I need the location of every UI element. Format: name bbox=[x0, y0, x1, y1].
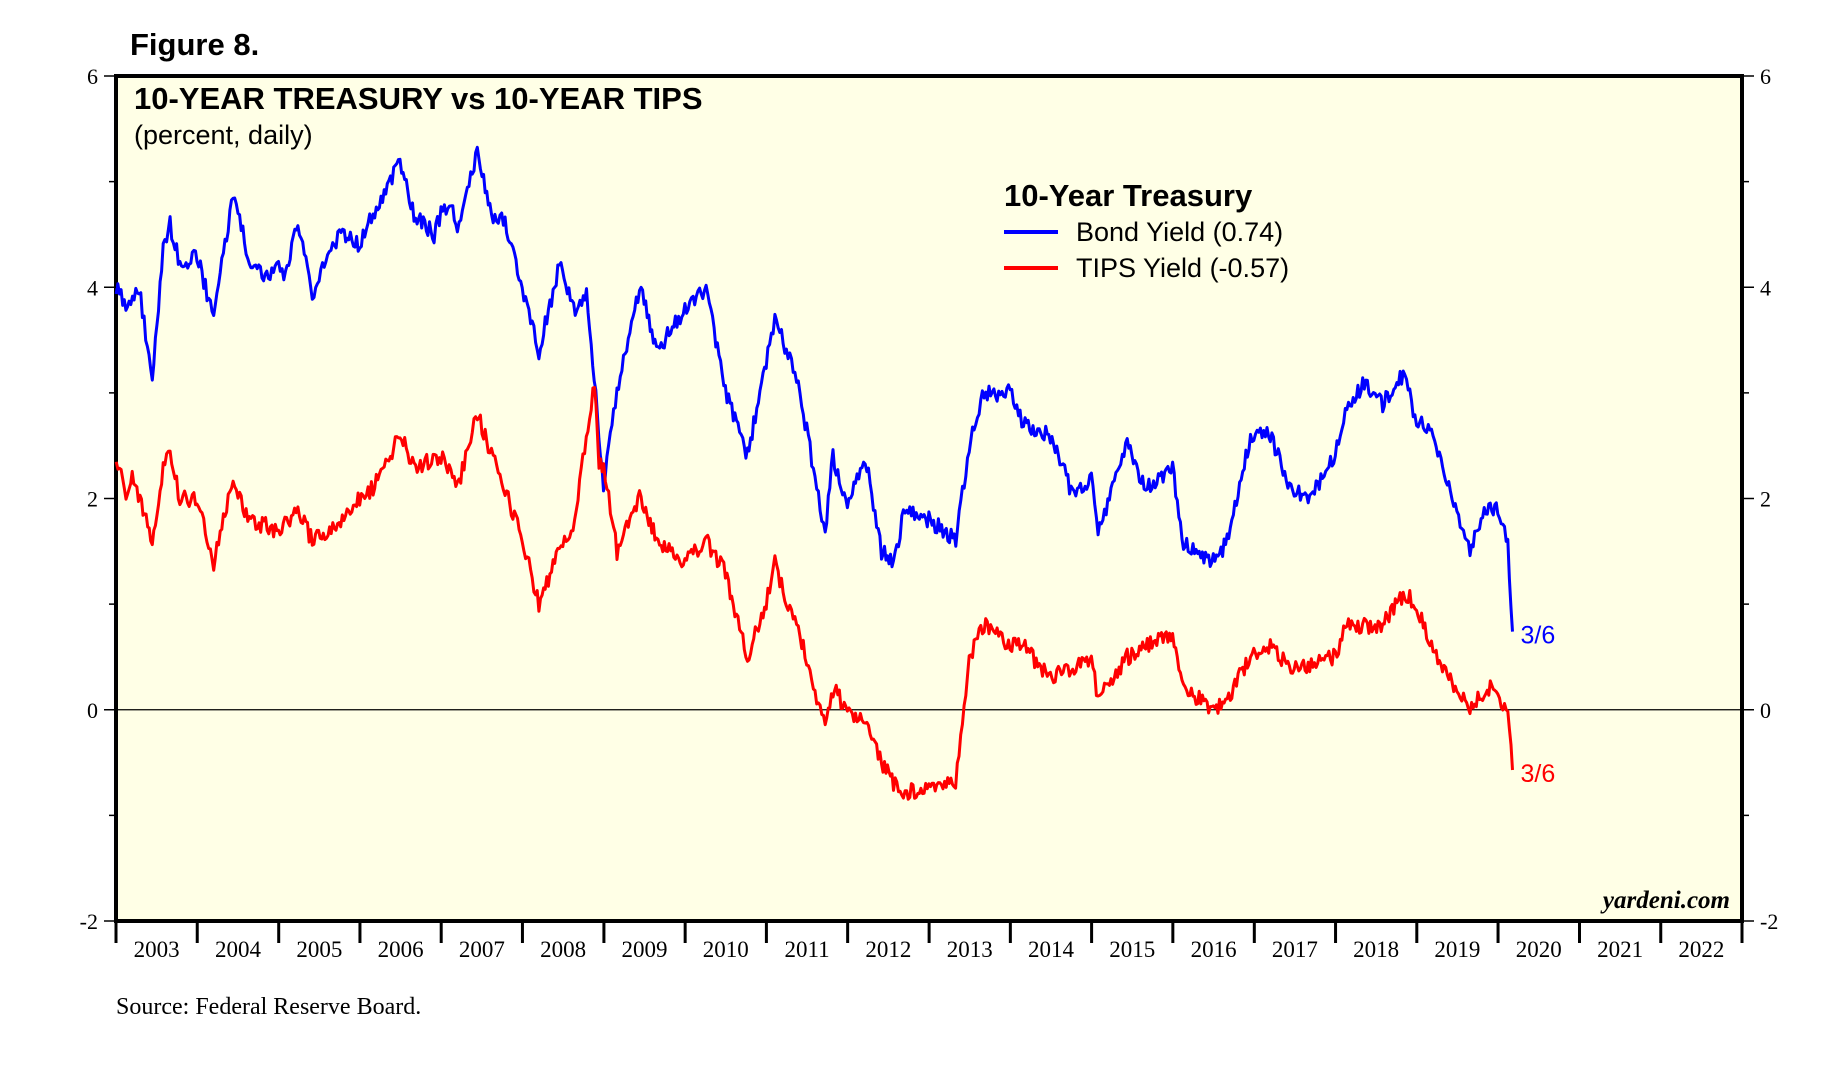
end-label-bond-yield: 3/6 bbox=[1521, 622, 1556, 650]
chart-subtitle: (percent, daily) bbox=[134, 120, 313, 150]
plot-area bbox=[116, 76, 1742, 921]
x-tick-label: 2007 bbox=[459, 937, 505, 962]
watermark: yardeni.com bbox=[1600, 887, 1730, 914]
axis-layer: -2 -2 0 0 2 2 4 4 6 6 2003 2004 2005 2006 2007 2008 2009… bbox=[80, 64, 1779, 962]
x-tick-label: 2015 bbox=[1109, 937, 1155, 962]
series-line-tips-yield bbox=[114, 386, 1514, 801]
legend-label-tips: TIPS Yield (-0.57) bbox=[1076, 253, 1289, 283]
x-tick-label: 2011 bbox=[784, 937, 829, 962]
y-tick-label-right: 2 bbox=[1760, 487, 1771, 512]
x-tick-label: 2010 bbox=[703, 937, 749, 962]
y-tick-label-left: 2 bbox=[87, 487, 98, 512]
legend-label-bond: Bond Yield (0.74) bbox=[1076, 217, 1283, 247]
x-tick-label: 2014 bbox=[1028, 937, 1075, 962]
x-tick-label: 2003 bbox=[134, 937, 180, 962]
legend: 10-Year Treasury Bond Yield (0.74) TIPS … bbox=[1004, 178, 1289, 283]
figure-label: Figure 8. bbox=[130, 27, 259, 62]
x-tick-label: 2017 bbox=[1272, 937, 1318, 962]
x-tick-label: 2018 bbox=[1353, 937, 1399, 962]
x-tick-label: 2004 bbox=[215, 937, 262, 962]
x-tick-label: 2013 bbox=[947, 937, 993, 962]
y-tick-label-right: -2 bbox=[1760, 909, 1778, 934]
y-tick-label-left: 0 bbox=[87, 698, 98, 723]
x-tick-label: 2009 bbox=[622, 937, 668, 962]
y-tick-label-left: 6 bbox=[87, 64, 98, 89]
y-tick-label-right: 6 bbox=[1760, 64, 1771, 89]
legend-title: 10-Year Treasury bbox=[1004, 178, 1253, 213]
x-tick-label: 2008 bbox=[540, 937, 586, 962]
x-tick-label: 2006 bbox=[378, 937, 424, 962]
x-tick-label: 2019 bbox=[1434, 937, 1480, 962]
x-tick-label: 2021 bbox=[1597, 937, 1643, 962]
series-layer: 3/6 3/6 bbox=[114, 145, 1556, 801]
y-tick-label-left: 4 bbox=[87, 275, 98, 300]
chart-title: 10-YEAR TREASURY vs 10-YEAR TIPS bbox=[134, 81, 703, 116]
y-tick-label-right: 4 bbox=[1760, 275, 1771, 300]
x-tick-label: 2016 bbox=[1191, 937, 1237, 962]
end-label-tips-yield: 3/6 bbox=[1521, 760, 1556, 788]
source-note: Source: Federal Reserve Board. bbox=[116, 994, 421, 1020]
series-line-bond-yield bbox=[114, 145, 1514, 632]
y-tick-label-right: 0 bbox=[1760, 698, 1771, 723]
x-tick-label: 2005 bbox=[296, 937, 342, 962]
x-tick-label: 2012 bbox=[865, 937, 911, 962]
y-tick-label-left: -2 bbox=[80, 909, 98, 934]
x-tick-label: 2020 bbox=[1516, 937, 1562, 962]
x-tick-label: 2022 bbox=[1678, 937, 1724, 962]
